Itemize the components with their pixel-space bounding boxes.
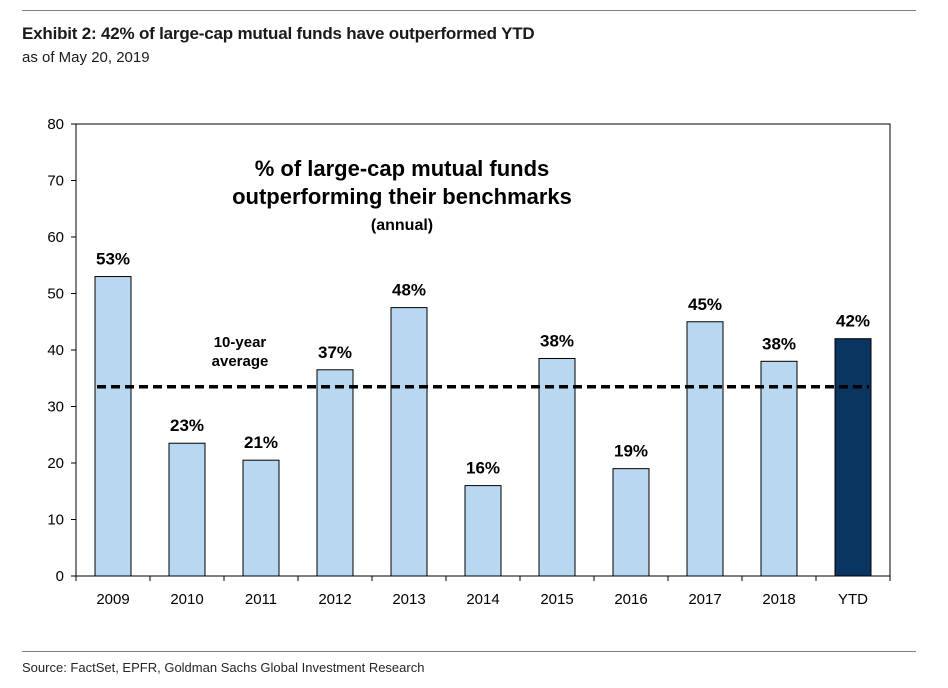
x-tick-label: 2016 bbox=[614, 591, 647, 608]
bar bbox=[168, 442, 206, 577]
exhibit-subtitle: as of May 20, 2019 bbox=[22, 49, 150, 66]
y-tick-label: 20 bbox=[47, 455, 64, 472]
x-tick-label: 2009 bbox=[96, 591, 129, 608]
y-tick-label: 70 bbox=[47, 173, 64, 190]
y-tick-label: 60 bbox=[47, 229, 64, 246]
x-tick-label: 2012 bbox=[318, 591, 351, 608]
bar-highlight bbox=[834, 338, 872, 577]
data-label: 23% bbox=[170, 416, 204, 435]
data-label: 48% bbox=[392, 281, 426, 300]
y-tick-label: 10 bbox=[47, 512, 64, 529]
data-label: 19% bbox=[614, 442, 648, 461]
data-label: 38% bbox=[762, 334, 796, 353]
y-tick-label: 40 bbox=[47, 342, 64, 359]
reference-line-label: 10-year bbox=[214, 334, 267, 351]
data-label: 45% bbox=[688, 295, 722, 314]
reference-line-label: average bbox=[212, 353, 269, 370]
source-note: Source: FactSet, EPFR, Goldman Sachs Glo… bbox=[22, 660, 425, 675]
y-tick-label: 0 bbox=[56, 568, 64, 585]
data-label: 53% bbox=[96, 250, 130, 269]
data-label: 37% bbox=[318, 343, 352, 362]
x-tick-label: 2018 bbox=[762, 591, 795, 608]
x-tick-label: 2014 bbox=[466, 591, 499, 608]
bar bbox=[760, 360, 798, 577]
bottom-rule bbox=[22, 651, 916, 652]
chart-subtitle: (annual) bbox=[371, 217, 433, 234]
data-label: 38% bbox=[540, 331, 574, 350]
x-tick-label: 2015 bbox=[540, 591, 573, 608]
x-tick-label: 2011 bbox=[245, 591, 277, 608]
bar bbox=[686, 321, 724, 577]
bar bbox=[94, 276, 132, 577]
bar bbox=[242, 459, 280, 577]
y-tick-label: 80 bbox=[47, 116, 64, 133]
bar bbox=[612, 468, 650, 577]
top-rule bbox=[22, 10, 916, 11]
x-tick-label: 2017 bbox=[688, 591, 721, 608]
data-label: 21% bbox=[244, 433, 278, 452]
x-tick-label: YTD bbox=[838, 591, 868, 608]
data-label: 16% bbox=[466, 459, 500, 478]
y-tick-label: 30 bbox=[47, 399, 64, 416]
chart-title-line: % of large-cap mutual funds bbox=[255, 156, 550, 181]
exhibit-title: Exhibit 2: 42% of large-cap mutual funds… bbox=[22, 24, 535, 43]
x-tick-label: 2010 bbox=[170, 591, 203, 608]
bar bbox=[316, 369, 354, 577]
y-tick-label: 50 bbox=[47, 286, 64, 303]
data-label: 42% bbox=[836, 312, 870, 331]
chart-title-line: outperforming their benchmarks bbox=[232, 184, 572, 209]
bar bbox=[390, 307, 428, 577]
x-tick-label: 2013 bbox=[392, 591, 425, 608]
bar bbox=[538, 357, 576, 577]
bar bbox=[464, 485, 502, 577]
